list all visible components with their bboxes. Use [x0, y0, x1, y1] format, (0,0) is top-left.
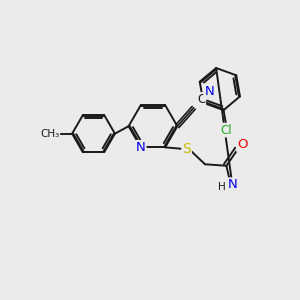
Text: N: N	[136, 141, 146, 154]
Text: CH₃: CH₃	[40, 129, 59, 139]
Text: N: N	[227, 178, 237, 191]
Text: S: S	[182, 142, 191, 156]
Text: H: H	[218, 182, 226, 192]
Text: N: N	[204, 85, 214, 98]
Text: Cl: Cl	[221, 124, 232, 136]
Text: C: C	[197, 93, 205, 106]
Text: O: O	[237, 138, 247, 151]
